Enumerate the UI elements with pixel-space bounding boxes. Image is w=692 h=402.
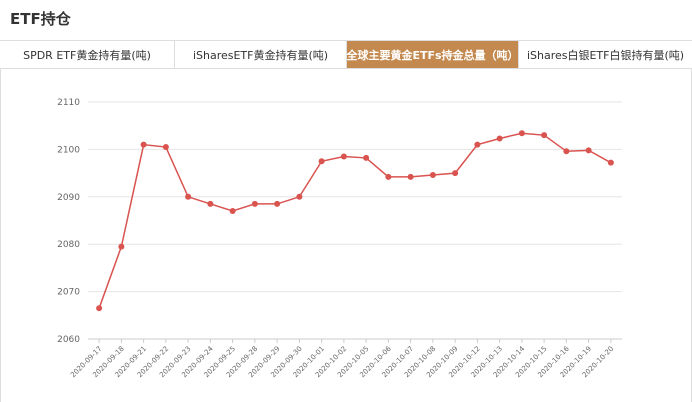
y-tick-label: 2060 bbox=[57, 335, 80, 345]
data-point[interactable] bbox=[429, 171, 436, 178]
data-point[interactable] bbox=[607, 159, 614, 166]
data-point[interactable] bbox=[118, 243, 125, 250]
data-point[interactable] bbox=[140, 141, 147, 148]
data-point[interactable] bbox=[385, 173, 392, 180]
data-point[interactable] bbox=[296, 193, 303, 200]
page-title: ETF持仓 bbox=[10, 10, 71, 28]
y-axis-ticks: 2060 2070 2080 2090 2100 2110 bbox=[57, 98, 80, 345]
series-points bbox=[96, 130, 614, 312]
data-point[interactable] bbox=[229, 208, 236, 215]
data-point[interactable] bbox=[518, 130, 525, 137]
data-point[interactable] bbox=[407, 173, 414, 180]
data-point[interactable] bbox=[496, 135, 503, 142]
y-tick-label: 2080 bbox=[57, 240, 80, 250]
data-point[interactable] bbox=[474, 141, 481, 148]
grid-lines bbox=[88, 101, 622, 340]
tab-global-gold-etfs[interactable]: 全球主要黄金ETFs持金总量（吨） bbox=[346, 41, 519, 68]
data-point[interactable] bbox=[340, 153, 347, 160]
tab-bar: SPDR ETF黄金持有量(吨) iSharesETF黄金持有量(吨) 全球主要… bbox=[0, 40, 692, 69]
series-line bbox=[98, 132, 612, 309]
tab-ishares-gold[interactable]: iSharesETF黄金持有量(吨) bbox=[175, 41, 347, 68]
data-point[interactable] bbox=[162, 144, 169, 151]
y-tick-label: 2090 bbox=[57, 193, 80, 203]
y-tick-label: 2110 bbox=[57, 98, 80, 108]
tab-spdr-gold[interactable]: SPDR ETF黄金持有量(吨) bbox=[0, 41, 175, 68]
y-tick-label: 2100 bbox=[57, 145, 80, 155]
y-tick-label: 2070 bbox=[57, 288, 80, 298]
data-point[interactable] bbox=[563, 148, 570, 155]
data-point[interactable] bbox=[363, 154, 370, 161]
tab-ishares-silver[interactable]: iShares白银ETF白银持有量(吨) bbox=[526, 48, 685, 62]
data-point[interactable] bbox=[185, 193, 192, 200]
data-point[interactable] bbox=[251, 200, 258, 207]
data-point[interactable] bbox=[207, 200, 214, 207]
data-point[interactable] bbox=[541, 132, 548, 139]
data-point[interactable] bbox=[96, 305, 103, 312]
data-point[interactable] bbox=[452, 170, 459, 177]
data-point[interactable] bbox=[585, 147, 592, 154]
data-point[interactable] bbox=[318, 158, 325, 165]
data-point[interactable] bbox=[274, 200, 281, 207]
x-axis-ticks: 2020-09-172020-09-182020-09-212020-09-22… bbox=[69, 339, 615, 379]
